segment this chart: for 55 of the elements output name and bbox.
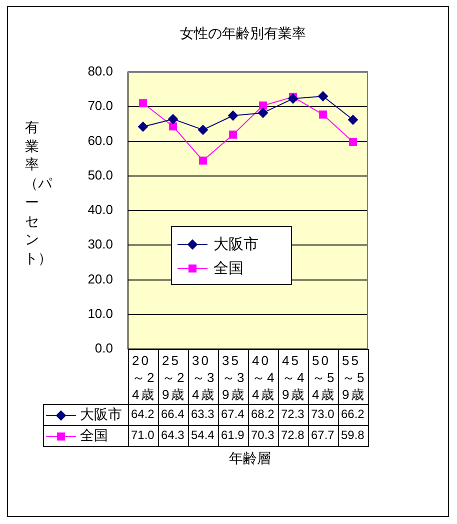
x-tick-label: 50～54歳 [308, 349, 339, 405]
data-label: 54.4 [188, 425, 219, 447]
data-label: 66.4 [158, 404, 189, 426]
data-label: 70.3 [248, 425, 279, 447]
data-label: 72.3 [278, 404, 309, 426]
text: 大阪市 [80, 406, 122, 422]
point [228, 110, 238, 121]
x-tick-label: 35～39歳 [218, 349, 249, 405]
point [168, 114, 178, 124]
point [228, 130, 238, 139]
data-label: 73.0 [308, 404, 339, 426]
data-label: 67.7 [308, 425, 339, 447]
x-tick-label: 40～44歳 [248, 349, 279, 405]
data-label: 66.2 [338, 404, 369, 426]
y-axis-title: 有業率（パーセント） [24, 118, 52, 268]
data-label: 71.0 [128, 425, 159, 447]
point [198, 124, 208, 135]
point [168, 122, 178, 130]
point [138, 122, 148, 132]
point [348, 114, 358, 125]
point [318, 91, 328, 102]
point [348, 138, 358, 146]
y-tick-label: 40.0 [88, 202, 113, 218]
data-label: 63.3 [188, 404, 219, 426]
x-axis-title: 年齢層 [228, 449, 272, 467]
point [318, 110, 328, 119]
point [258, 102, 268, 110]
x-tick-label: 25～29歳 [158, 349, 189, 405]
y-tick-label: 0.0 [94, 340, 113, 356]
y-tick-label: 20.0 [88, 271, 113, 286]
legend-label: 全国 [214, 260, 244, 278]
y-tick-label: 80.0 [88, 64, 113, 79]
y-tick-label: 10.0 [88, 306, 113, 321]
data-label: 72.8 [278, 425, 309, 447]
point [198, 156, 208, 165]
point [288, 94, 298, 104]
y-tick-label: 60.0 [88, 132, 113, 148]
data-label: 64.3 [158, 425, 189, 447]
x-tick-label: 55～59歳 [338, 349, 369, 405]
data-label: 68.2 [248, 404, 279, 426]
data-label: 67.4 [218, 404, 249, 426]
x-tick-label: 20～24歳 [128, 349, 159, 405]
data-label: 59.8 [338, 425, 369, 447]
chart-title: 女性の年齢別有業率 [179, 24, 307, 42]
point [258, 108, 268, 118]
data-label: 64.2 [128, 404, 159, 426]
x-tick-label: 30～34歳 [188, 349, 219, 405]
point [138, 99, 148, 108]
x-tick-label: 45～49歳 [278, 349, 309, 405]
legend-label: 大阪市 [214, 236, 258, 254]
y-tick-label: 70.0 [88, 98, 113, 114]
text: 全国 [80, 427, 108, 443]
y-tick-label: 50.0 [88, 167, 113, 182]
y-tick-label: 30.0 [88, 236, 113, 252]
data-label: 61.9 [218, 425, 249, 447]
